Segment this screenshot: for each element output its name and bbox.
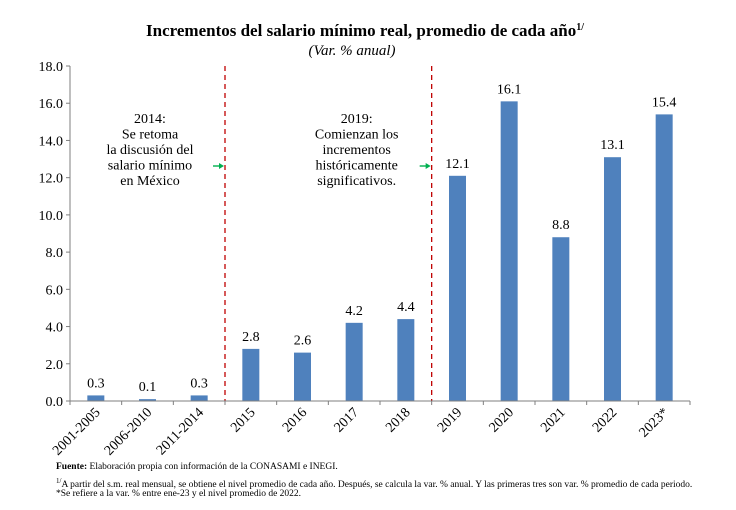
annotation-line: Se retoma	[122, 128, 179, 143]
y-tick-label: 4.0	[46, 321, 64, 336]
y-tick-label: 6.0	[46, 283, 64, 298]
bar	[552, 237, 570, 401]
x-tick-label: 2006-2010	[102, 405, 156, 459]
x-tick-label: 2022	[590, 405, 620, 435]
salary-increase-chart: Incrementos del salario mínimo real, pro…	[39, 21, 691, 459]
bar	[449, 175, 466, 401]
annotation-line: en México	[120, 174, 179, 189]
y-tick-label: 12.0	[39, 172, 64, 187]
bar	[345, 322, 363, 401]
data-label: 8.8	[552, 218, 570, 233]
footnote-2-text: Se refiere a la var. % entre ene-23 y el…	[60, 489, 302, 499]
chart-title-superscript: 1/	[576, 22, 584, 33]
y-axis: 0.0 2.0 4.0 6.0 8.0 10.0 12.0 14.0 16.0 18.0	[39, 60, 71, 410]
annotation-line: 2019:	[341, 112, 373, 127]
data-label: 4.4	[397, 300, 415, 315]
annotation-line: la discusión del	[106, 143, 193, 158]
x-tick-label: 2023*	[637, 405, 672, 440]
x-tick-label: 2017	[332, 405, 362, 435]
footnote-source: Fuente: Elaboración propia con informaci…	[56, 462, 338, 473]
chart-subtitle: (Var. % anual)	[308, 43, 395, 59]
chart-title-text: Incrementos del salario mínimo real, pro…	[146, 21, 576, 40]
bar-series	[87, 101, 673, 401]
annotation-line: Comienzan los	[315, 128, 399, 143]
y-tick-label: 0.0	[46, 395, 64, 410]
data-label: 2.8	[242, 330, 260, 345]
annotation-line: 2014:	[134, 112, 166, 127]
y-tick-label: 16.0	[39, 97, 64, 112]
bar	[397, 319, 415, 401]
data-label: 0.3	[190, 376, 208, 391]
annotation-line: incrementos	[322, 143, 390, 158]
footnote-1-text: A partir del s.m. real mensual, se obtie…	[61, 480, 693, 491]
y-tick-label: 18.0	[39, 60, 64, 75]
bar	[190, 395, 208, 401]
bar	[294, 352, 311, 401]
y-tick-label: 14.0	[39, 134, 64, 149]
footnote-1: 1/A partir del s.m. real mensual, se obt…	[56, 476, 692, 491]
annotation-arrow-head	[219, 163, 224, 169]
annotation-line: salario mínimo	[108, 159, 192, 174]
x-tick-label: 2001-2005	[50, 405, 104, 459]
data-label: 15.4	[652, 95, 677, 110]
data-labels: 0.3 0.1 0.3 2.8 2.6 4.2 4.4 12.1 16.1 8.8 13.1 15.4	[87, 82, 676, 395]
footnote-source-label: Fuente:	[56, 462, 88, 472]
annotation-line: significativos.	[317, 174, 396, 189]
footnote-1-marker: 1/	[56, 477, 62, 485]
y-tick-label: 2.0	[46, 358, 64, 373]
data-label: 16.1	[497, 82, 522, 97]
bar	[139, 399, 156, 401]
annotation-arrow-head	[425, 163, 431, 169]
x-tick-label: 2018	[383, 405, 413, 435]
bar	[87, 395, 105, 401]
x-tick-label: 2019	[435, 405, 465, 435]
footnote-source-text: Elaboración propia con información de la…	[87, 462, 338, 472]
x-tick-label: 2020	[487, 405, 517, 435]
data-label: 0.1	[139, 380, 157, 395]
data-label: 4.2	[345, 304, 363, 319]
y-tick-label: 10.0	[39, 209, 64, 224]
data-label: 0.3	[87, 376, 105, 391]
chart-title: Incrementos del salario mínimo real, pro…	[146, 21, 584, 40]
data-label: 12.1	[445, 157, 470, 172]
bar	[242, 348, 260, 401]
period-dividers	[224, 66, 433, 401]
x-tick-label: 2011-2014	[154, 405, 207, 458]
data-label: 2.6	[294, 334, 312, 349]
x-tick-label: 2021	[538, 405, 568, 435]
footnote-2: *Se refiere a la var. % entre ene-23 y e…	[56, 489, 301, 500]
y-tick-label: 8.0	[46, 246, 64, 261]
bar	[655, 114, 673, 401]
annotation-line: históricamente	[315, 159, 397, 174]
bar	[500, 101, 518, 401]
data-label: 13.1	[600, 138, 625, 153]
footnote-2-marker: *	[56, 489, 61, 499]
x-tick-label: 2015	[228, 405, 258, 435]
x-tick-label: 2016	[280, 405, 310, 435]
bar	[604, 157, 621, 401]
